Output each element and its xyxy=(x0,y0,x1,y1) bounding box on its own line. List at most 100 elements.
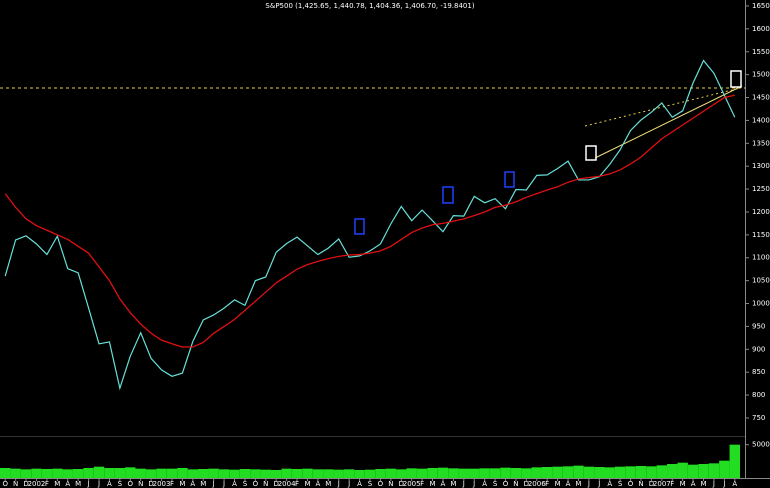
x-tick-label: A xyxy=(732,480,737,488)
x-tick-label: 2007 xyxy=(653,480,671,488)
x-tick-label: A xyxy=(482,480,487,488)
x-tick-label: M xyxy=(555,480,561,488)
y-tick-label: 1100 xyxy=(752,254,770,262)
volume-bar xyxy=(489,468,501,478)
x-tick-label: J xyxy=(587,480,590,488)
volume-bar xyxy=(41,469,53,478)
volume-bar xyxy=(354,470,365,478)
volume-bar xyxy=(375,469,386,478)
volume-bar xyxy=(208,468,219,478)
volume-bar xyxy=(156,468,167,478)
volume-bar xyxy=(343,469,355,478)
volume-bar xyxy=(20,469,32,478)
volume-bar xyxy=(531,467,542,478)
volume-bar xyxy=(687,464,699,478)
x-tick-label: A xyxy=(691,480,696,488)
x-tick-label: M xyxy=(700,480,706,488)
volume-bar xyxy=(62,469,73,478)
x-tick-label: J xyxy=(347,480,350,488)
volume-bar xyxy=(573,465,584,478)
volume-bar xyxy=(302,468,313,478)
volume-bar xyxy=(552,466,563,478)
x-tick-label: O xyxy=(128,480,134,488)
y-tick-label: 1450 xyxy=(752,94,770,102)
x-tick-label: M xyxy=(75,480,81,488)
volume-bar xyxy=(187,469,199,478)
volume-bar xyxy=(145,469,157,478)
y-tick-label: 1400 xyxy=(752,116,770,124)
volume-bar xyxy=(406,468,417,478)
volume-bar xyxy=(583,466,595,478)
volume-bar xyxy=(625,466,636,478)
volume-bar xyxy=(541,467,553,478)
highlight-box xyxy=(354,218,365,235)
x-tick-label: 2004 xyxy=(278,480,296,488)
highlight-box xyxy=(585,145,597,161)
y2-tick-label: 50000 xyxy=(752,441,770,449)
x-tick-label: 2002 xyxy=(28,480,46,488)
volume-bar xyxy=(291,469,303,478)
volume-bar xyxy=(708,463,720,478)
volume-bar xyxy=(646,466,657,478)
x-tick-label: M xyxy=(179,480,185,488)
x-tick-label: S xyxy=(618,480,623,488)
x-tick-label: A xyxy=(441,480,446,488)
x-tick-label: D xyxy=(23,480,28,488)
y-tick-label: 1050 xyxy=(752,277,770,285)
x-tick-label: A xyxy=(65,480,70,488)
x-tick-label: J xyxy=(212,480,215,488)
volume-bar xyxy=(281,468,292,478)
x-tick-label: F xyxy=(45,480,49,488)
x-tick-label: M xyxy=(304,480,310,488)
volume-bar xyxy=(437,467,449,478)
volume-bar xyxy=(500,467,511,478)
y-tick-label: 800 xyxy=(752,391,765,399)
x-tick-label: J xyxy=(472,480,475,488)
volume-bar xyxy=(656,465,668,478)
x-tick-label: 2003 xyxy=(153,480,171,488)
x-tick-label: F xyxy=(295,480,299,488)
x-tick-label: M xyxy=(54,480,60,488)
volume-bar xyxy=(479,468,490,478)
volume-bar xyxy=(698,464,709,478)
x-tick-label: O xyxy=(503,480,509,488)
volume-bar xyxy=(719,460,730,478)
x-tick-label: F xyxy=(170,480,174,488)
y-tick-label: 750 xyxy=(752,414,765,422)
volume-bar xyxy=(72,469,84,478)
x-tick-label: A xyxy=(566,480,571,488)
highlight-box xyxy=(730,70,742,88)
volume-bar xyxy=(166,468,178,478)
dashed-trendline xyxy=(584,87,741,127)
volume-bar xyxy=(218,469,230,478)
x-tick-label: J xyxy=(712,480,715,488)
x-tick-label: M xyxy=(450,480,456,488)
volume-bar xyxy=(250,469,261,478)
volume-bar xyxy=(83,468,94,478)
x-tick-label: N xyxy=(13,480,18,488)
volume-bar xyxy=(114,468,126,478)
volume-bar xyxy=(469,468,480,478)
x-tick-label: O xyxy=(628,480,634,488)
y-tick-label: 1500 xyxy=(752,71,770,79)
x-tick-label: M xyxy=(575,480,581,488)
x-tick-label: O xyxy=(2,480,8,488)
volume-bar xyxy=(10,468,21,478)
x-tick-label: A xyxy=(190,480,195,488)
volume-bar xyxy=(260,469,271,478)
volume-bar xyxy=(614,466,626,478)
x-tick-label: A xyxy=(107,480,112,488)
x-tick-label: J xyxy=(222,480,225,488)
y-tick-label: 1200 xyxy=(752,208,770,216)
x-tick-label: F xyxy=(420,480,424,488)
x-tick-label: N xyxy=(513,480,518,488)
volume-bar xyxy=(177,468,188,478)
chart-title: S&P500 (1,425.65, 1,440.78, 1,404.36, 1,… xyxy=(265,2,474,10)
x-tick-label: J xyxy=(97,480,100,488)
volume-bar xyxy=(104,468,115,478)
volume-bar xyxy=(594,467,605,478)
volume-bar xyxy=(239,469,251,478)
x-tick-label: 2005 xyxy=(403,480,421,488)
